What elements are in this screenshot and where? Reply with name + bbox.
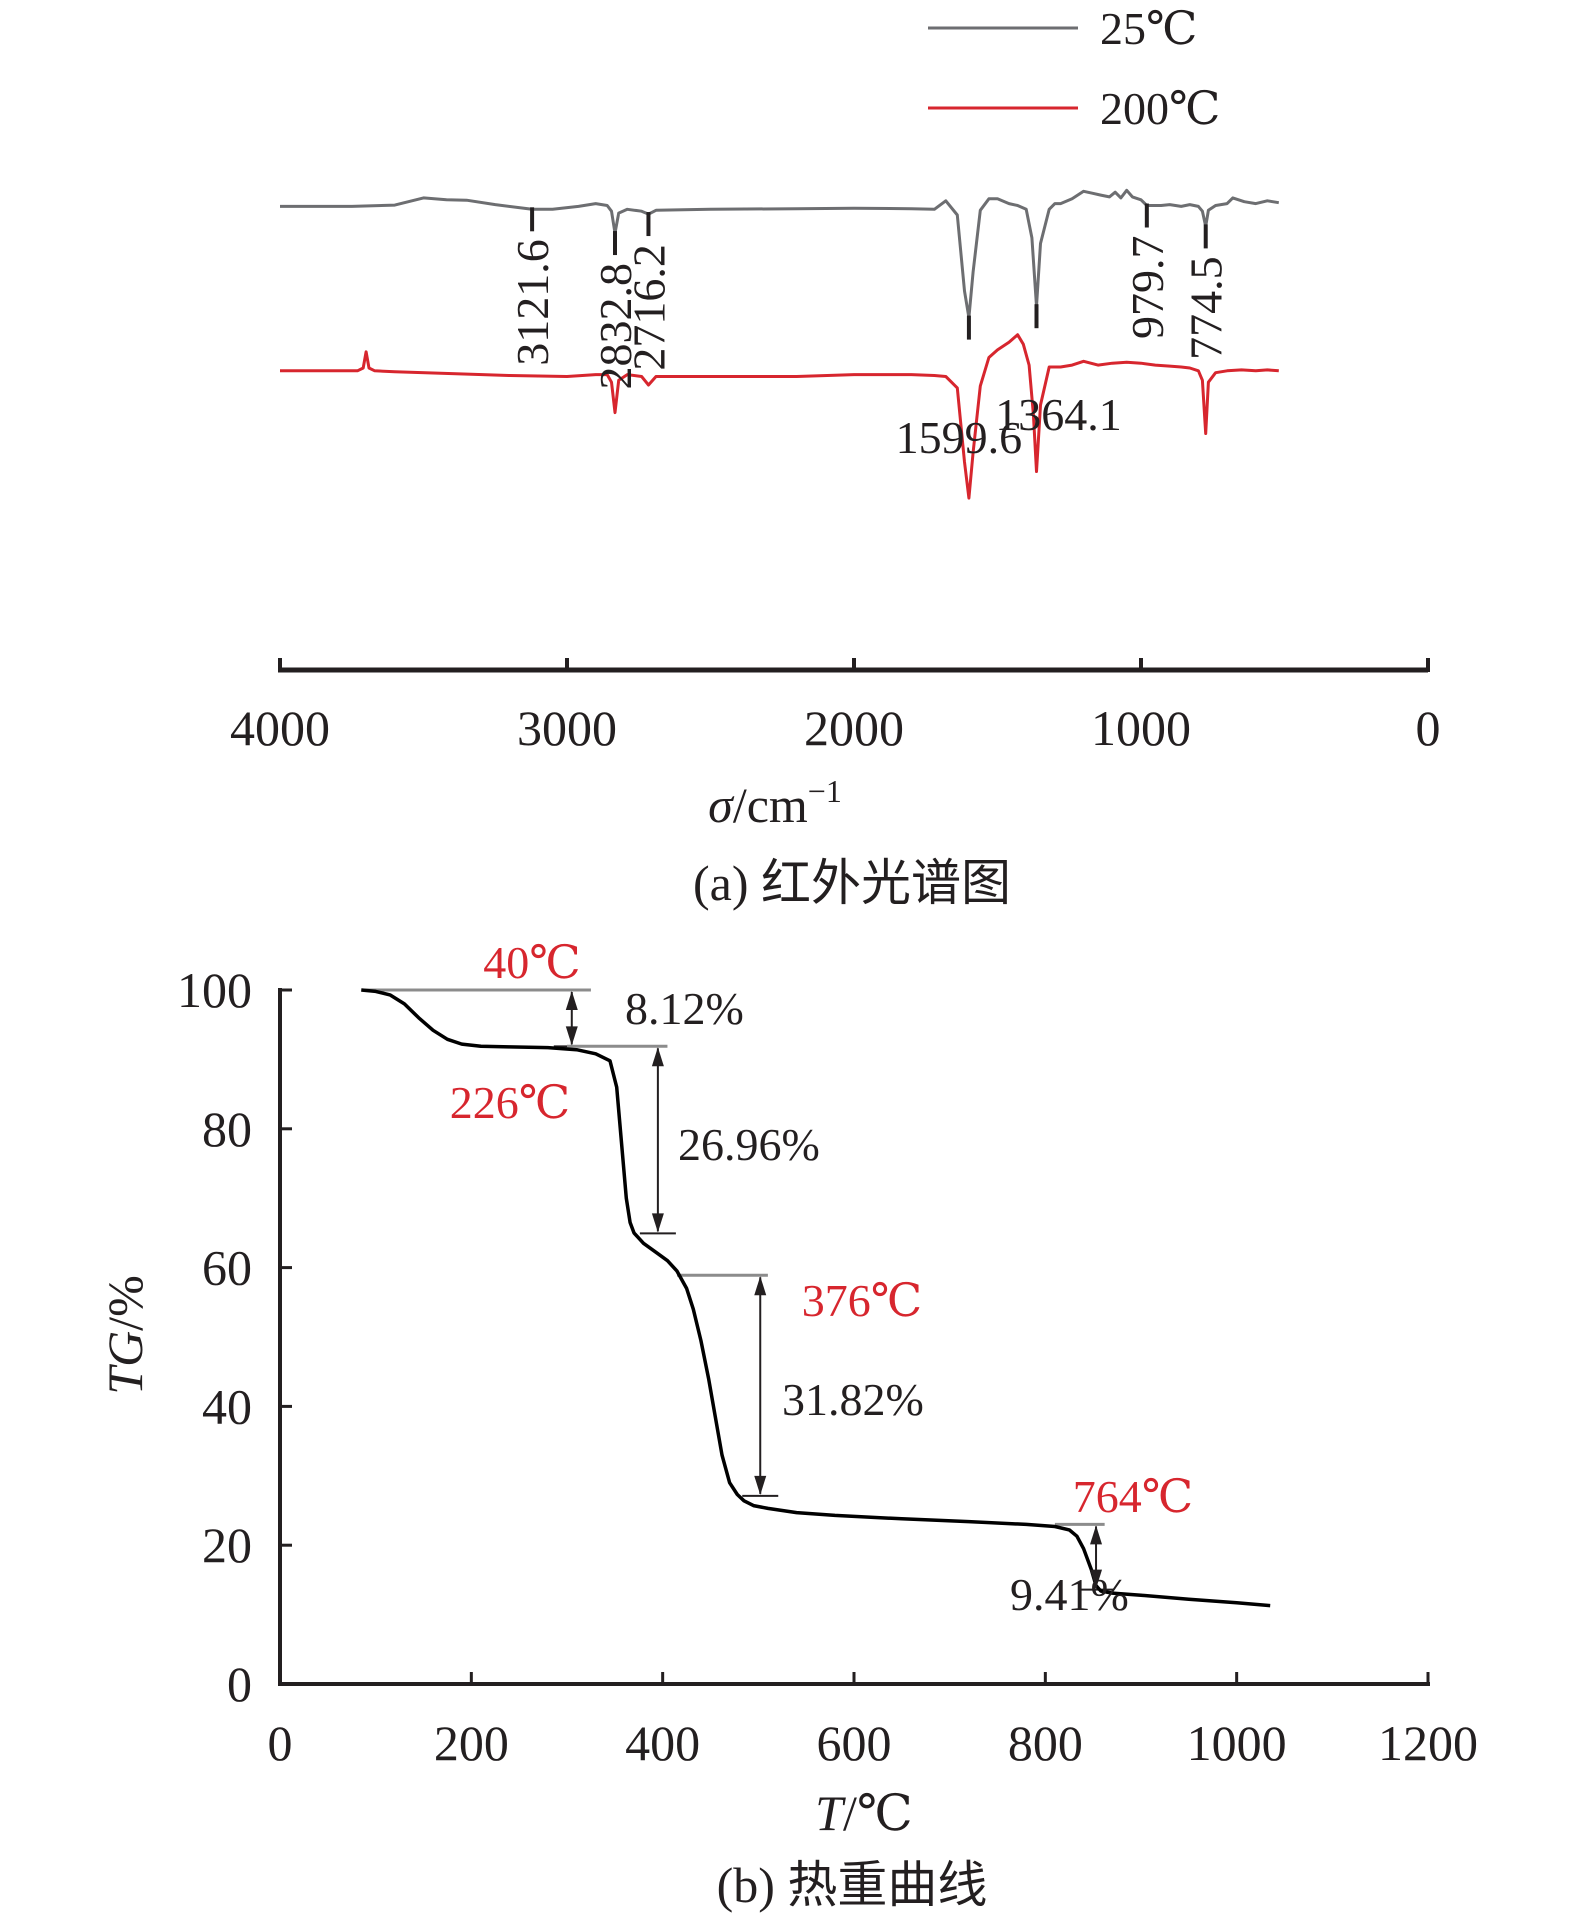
tg-loss-label-2: 31.82%	[782, 1374, 924, 1425]
tg-temp-label-2: 376℃	[802, 1275, 922, 1326]
tg-temp-label-1: 226℃	[450, 1077, 570, 1128]
tg-ticks: 0 200 400 600 800 1000 1200 0 20 40 60 80 100	[177, 962, 1478, 1771]
tg-series-group	[361, 988, 1271, 1608]
ir-peak-label-2: 2716.2	[623, 244, 674, 370]
ir-x-tick-label-3: 1000	[1091, 700, 1191, 756]
ir-x-axis: 4000 3000 2000 1000 0	[230, 658, 1441, 756]
tg-loss-label-0: 8.12%	[625, 983, 744, 1034]
tg-loss-label-3: 9.41%	[1010, 1569, 1129, 1620]
ir-peak-label-6: 774.5	[1181, 256, 1232, 360]
tg-temp-label-0: 40℃	[483, 937, 580, 988]
tg-arrow-head-down-2	[754, 1475, 767, 1495]
ir-peak-label-5: 979.7	[1122, 236, 1173, 340]
tg-arrow-head-up-2	[754, 1276, 767, 1296]
ir-x-tick-label-0: 4000	[230, 700, 330, 756]
tg-curve-panel: 0 200 400 600 800 1000 1200 0 20 40 60 80 100 40℃ 8.1…	[97, 937, 1478, 1913]
tg-x-axis-title: T/℃	[815, 1785, 913, 1841]
tg-arrow-head-up-3	[1090, 1525, 1103, 1545]
tg-y-axis-title: TG/%	[97, 1275, 153, 1394]
ir-peak-label-0: 3121.6	[507, 239, 558, 365]
ir-series-group	[280, 188, 1280, 500]
tg-x-tick-label-0: 0	[268, 1715, 293, 1771]
ir-peak-label-1: 2832.8	[590, 263, 641, 390]
ir-peak-label-4: 1364.1	[995, 389, 1122, 440]
tg-y-tick-label-1: 20	[202, 1517, 252, 1573]
legend-label-200c: 200℃	[1100, 83, 1220, 134]
tg-reference-lines	[361, 988, 1115, 1591]
tg-y-tick-label-0: 0	[227, 1656, 252, 1712]
tg-arrow-head-down-1	[651, 1213, 664, 1233]
tg-temp-label-3: 764℃	[1073, 1471, 1193, 1522]
ir-legend: 25℃ 200℃	[928, 3, 1220, 134]
tg-y-tick-label-2: 40	[202, 1378, 252, 1434]
tg-arrow-head-up-0	[565, 991, 578, 1010]
tg-step-annotations: 40℃ 8.12% 226℃ 26.96% 376℃ 31.82% 764℃ 9.41%	[450, 937, 1193, 1620]
tg-x-tick-label-1: 200	[434, 1715, 509, 1771]
tg-x-tick-label-5: 1000	[1187, 1715, 1287, 1771]
tg-arrow-head-up-1	[651, 1047, 664, 1067]
tg-y-tick-label-4: 80	[202, 1101, 252, 1157]
tg-x-tick-label-6: 1200	[1378, 1715, 1478, 1771]
legend-label-25c: 25℃	[1100, 3, 1197, 54]
tg-y-tick-label-3: 60	[202, 1240, 252, 1296]
tg-loss-label-1: 26.96%	[678, 1119, 820, 1170]
ir-peak-label-3: 1599.6	[896, 412, 1023, 463]
tg-x-tick-label-4: 800	[1008, 1715, 1083, 1771]
tg-arrow-head-down-0	[565, 1026, 578, 1046]
ir-x-tick-label-2: 2000	[804, 700, 904, 756]
ir-panel-caption: (a) 红外光谱图	[693, 855, 1011, 911]
tg-arrow-head-down-3	[1090, 1569, 1103, 1589]
ir-x-tick-label-1: 3000	[517, 700, 617, 756]
tg-y-tick-label-5: 100	[177, 962, 252, 1018]
tg-panel-caption: (b) 热重曲线	[717, 1857, 988, 1913]
ir-x-tick-label-4: 0	[1416, 700, 1441, 756]
ir-series-line-0	[280, 188, 1280, 320]
tg-series-line-0	[361, 988, 1271, 1608]
tg-x-tick-label-2: 400	[625, 1715, 700, 1771]
tg-x-tick-label-3: 600	[817, 1715, 892, 1771]
ir-x-axis-title: σ/cm−1	[708, 773, 842, 833]
ir-series-line-1	[280, 333, 1279, 500]
